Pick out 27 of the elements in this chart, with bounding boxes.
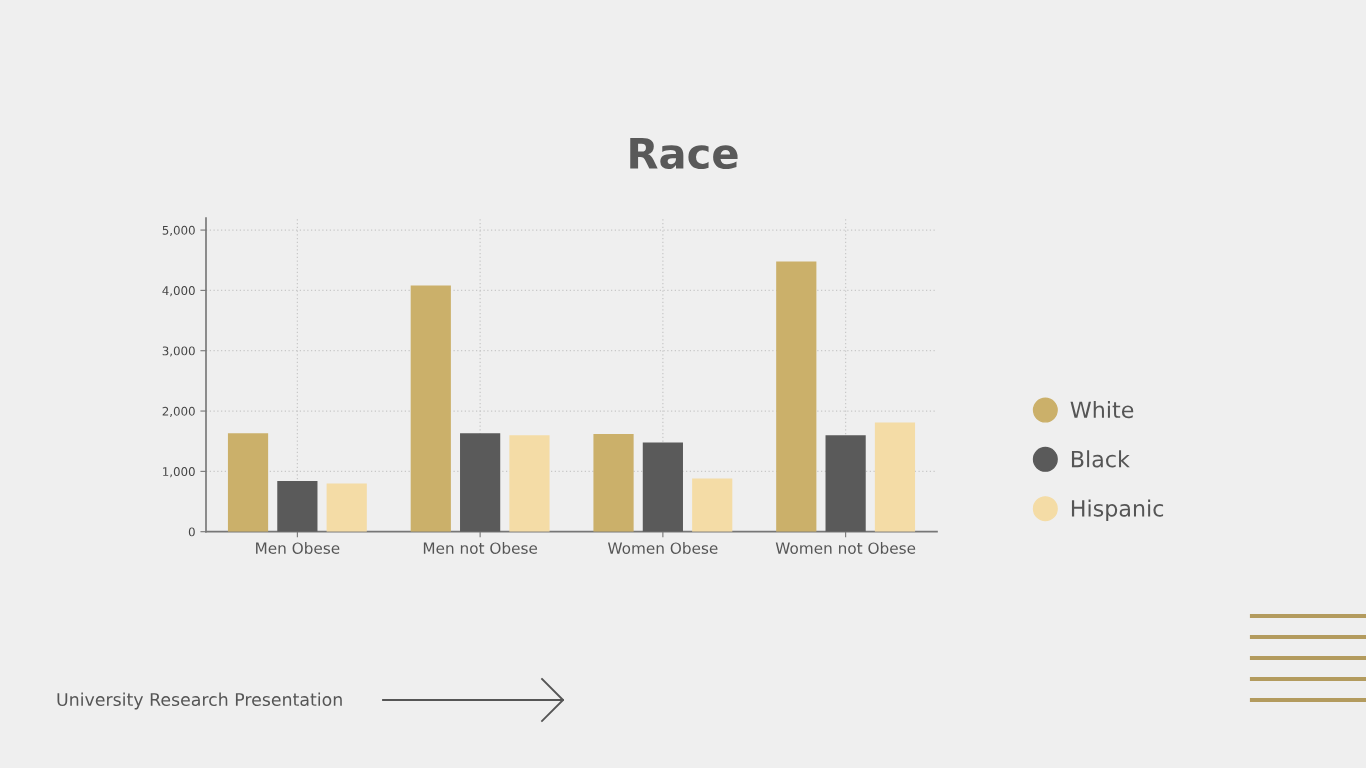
y-tick-label: 5,000 xyxy=(162,225,195,236)
bar xyxy=(410,285,451,532)
text: University Research Presentation xyxy=(57,692,342,710)
bar xyxy=(593,433,634,532)
bar xyxy=(277,481,318,532)
bar xyxy=(776,261,817,532)
bar xyxy=(227,433,269,532)
x-tick-label: Women Obese xyxy=(607,542,718,554)
chart-title: Race xyxy=(630,138,738,170)
legend-label: Black xyxy=(1071,450,1130,468)
bar xyxy=(509,435,550,532)
legend-label: Hispanic xyxy=(1071,499,1164,522)
legend-label: White xyxy=(1070,400,1134,419)
y-tick-label: 1,000 xyxy=(163,467,195,478)
bar xyxy=(825,435,866,532)
x-tick-label: Men not Obese xyxy=(423,542,538,554)
y-tick-label: 0 xyxy=(188,527,195,537)
bar xyxy=(874,422,916,532)
bar xyxy=(642,442,683,532)
x-tick-label: Women not Obese xyxy=(775,542,916,554)
y-tick-label: 3,000 xyxy=(162,346,195,357)
y-tick-label: 2,000 xyxy=(162,406,195,417)
bar xyxy=(692,478,733,532)
bar xyxy=(326,483,367,532)
y-tick-label: 4,000 xyxy=(162,286,195,297)
bar xyxy=(460,433,501,532)
x-tick-label: Men Obese xyxy=(256,542,340,554)
